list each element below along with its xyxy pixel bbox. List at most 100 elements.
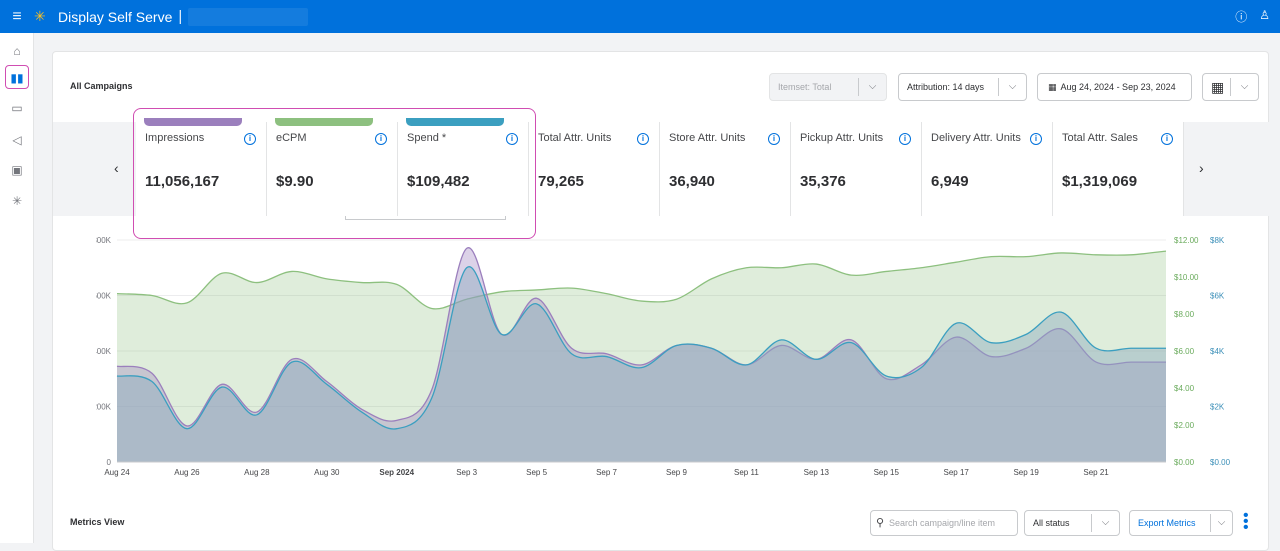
date-range-picker[interactable]: ▦ Aug 24, 2024 - Sep 23, 2024 [1037, 73, 1192, 101]
x-tick-label: Sep 21 [1083, 468, 1109, 477]
help-icon[interactable]: ⓘ [1235, 10, 1248, 24]
series-area [117, 266, 1166, 462]
y-left-tick-label: 400K [96, 347, 112, 356]
campaigns-card: All Campaigns Itemset: Total ⌵ Attributi… [52, 51, 1270, 551]
app-title: Display Self Serve [58, 8, 173, 25]
y-right-ecpm-tick-label: $4.00 [1174, 384, 1195, 393]
y-left-tick-label: 600K [96, 292, 112, 301]
metric-value: 79,265 [538, 173, 584, 190]
info-icon[interactable]: i [637, 133, 649, 145]
chevron-left-icon[interactable]: ‹ [114, 160, 119, 176]
chart-svg: 0 200K 400K 600K 800K Aug 24 Aug 26 Aug 28 Aug 3… [92, 236, 1230, 477]
metric-value: $9.90 [276, 173, 314, 190]
calendar-icon: ▦ [1048, 81, 1057, 92]
metric-label: Delivery Attr. Units [931, 132, 1021, 144]
chevron-down-icon: ⌵ [1091, 514, 1119, 532]
y-right-spend-tick-label: $2K [1210, 403, 1225, 412]
calendar-plus-icon: ▦ [1211, 78, 1225, 95]
x-tick-label: Sep 5 [526, 468, 547, 477]
x-tick-label: Sep 3 [456, 468, 477, 477]
menu-icon[interactable]: ≡ [12, 7, 22, 25]
series-area [117, 251, 1166, 462]
home-icon[interactable]: ⌂ [13, 44, 21, 58]
metric-tile[interactable]: eCPM i $9.90 [267, 118, 398, 216]
y-right-ecpm-tick-label: $8.00 [1174, 310, 1195, 319]
metric-label: eCPM [276, 132, 307, 144]
reports-icon[interactable]: ▮▮ [5, 65, 29, 89]
more-options-icon[interactable]: • • • [1243, 507, 1249, 536]
export-metrics-button[interactable]: Export Metrics ⌵ [1129, 510, 1233, 536]
performance-chart: 0 200K 400K 600K 800K Aug 24 Aug 26 Aug 28 Aug 3… [92, 228, 1276, 483]
page-title: All Campaigns [70, 81, 133, 91]
series-area [117, 247, 1166, 462]
itemset-select[interactable]: Itemset: Total ⌵ [769, 73, 887, 101]
image-icon[interactable]: ▣ [11, 163, 23, 177]
chevron-right-icon[interactable]: › [1199, 160, 1204, 176]
spark-icon[interactable]: ✳ [11, 194, 23, 208]
chevron-down-icon: ⌵ [998, 78, 1026, 96]
x-tick-label: Sep 15 [874, 468, 900, 477]
metric-value: 6,949 [931, 173, 969, 190]
account-name-redacted [188, 7, 309, 26]
x-tick-label: Sep 7 [596, 468, 617, 477]
y-left-tick-label: 200K [96, 403, 112, 412]
metric-tile[interactable]: Store Attr. Units i 36,940 [660, 122, 791, 216]
metric-tile[interactable]: Total Attr. Units i 79,265 [529, 122, 660, 216]
x-tick-label: Sep 11 [734, 468, 759, 477]
metric-label: Pickup Attr. Units [800, 132, 884, 144]
info-icon[interactable]: i [244, 133, 256, 145]
metric-value: $109,482 [407, 173, 470, 190]
side-nav: ⌂ ▮▮ ▭ ◁ ▣ ✳ [0, 33, 34, 543]
x-tick-label: Aug 24 [104, 468, 130, 477]
search-input[interactable]: ⚲ Search campaign/line item [870, 510, 1018, 536]
y-left-tick-label: 0 [107, 458, 112, 467]
date-range-value: Aug 24, 2024 - Sep 23, 2024 [1060, 82, 1176, 92]
metric-tile[interactable]: Spend * i $109,482 [398, 118, 529, 216]
metric-value: 11,056,167 [145, 173, 220, 190]
metric-label: Total Attr. Sales [1062, 132, 1138, 144]
carousel-scrollbar[interactable] [345, 216, 506, 220]
info-icon[interactable]: i [768, 133, 780, 145]
series-line [116, 247, 1166, 427]
top-bar: ≡ ✳ Display Self Serve | ⓘ ♙ [0, 0, 1280, 33]
user-icon[interactable]: ♙ [1259, 8, 1270, 22]
selection-highlight [133, 108, 536, 239]
metric-label: Spend * [407, 132, 447, 144]
metric-tile[interactable]: Total Attr. Sales i $1,319,069 [1053, 122, 1184, 216]
metric-value: 36,940 [669, 173, 715, 190]
status-select-value: All status [1033, 518, 1070, 528]
export-metrics-label: Export Metrics [1138, 518, 1196, 528]
metric-tile[interactable]: Delivery Attr. Units i 6,949 [922, 122, 1053, 216]
megaphone-icon[interactable]: ◁ [12, 133, 22, 147]
y-right-ecpm-tick-label: $2.00 [1174, 421, 1195, 430]
attribution-select[interactable]: Attribution: 14 days ⌵ [898, 73, 1027, 101]
metric-value: 35,376 [800, 173, 846, 190]
x-tick-label: Sep 19 [1013, 468, 1039, 477]
metric-tile[interactable]: Pickup Attr. Units i 35,376 [791, 122, 922, 216]
title-separator: | [178, 8, 183, 25]
x-tick-label: Aug 28 [244, 468, 270, 477]
compare-calendar-button[interactable]: ▦ ⌵ [1202, 73, 1259, 101]
info-icon[interactable]: i [1161, 133, 1173, 145]
metric-color-bar [406, 118, 504, 126]
metric-label: Total Attr. Units [538, 132, 612, 144]
info-icon[interactable]: i [1030, 133, 1042, 145]
y-right-spend-tick-label: $8K [1210, 236, 1225, 245]
attribution-select-value: Attribution: 14 days [907, 82, 985, 92]
info-icon[interactable]: i [899, 133, 911, 145]
status-select[interactable]: All status ⌵ [1024, 510, 1120, 536]
chevron-down-icon: ⌵ [1210, 514, 1232, 532]
search-placeholder: Search campaign/line item [889, 518, 996, 528]
metric-color-bar [275, 118, 373, 126]
info-icon[interactable]: i [506, 133, 518, 145]
briefcase-icon[interactable]: ▭ [11, 101, 23, 115]
itemset-select-value: Itemset: Total [778, 82, 832, 92]
y-right-ecpm-tick-label: $12.00 [1174, 236, 1199, 245]
x-tick-label: Aug 30 [314, 468, 340, 477]
series-line [116, 250, 1167, 310]
chevron-down-icon: ⌵ [1230, 78, 1258, 96]
y-right-ecpm-tick-label: $6.00 [1174, 347, 1195, 356]
info-icon[interactable]: i [375, 133, 387, 145]
metric-tile[interactable]: Impressions i 11,056,167 [136, 118, 267, 216]
y-left-tick-label: 800K [96, 236, 112, 245]
